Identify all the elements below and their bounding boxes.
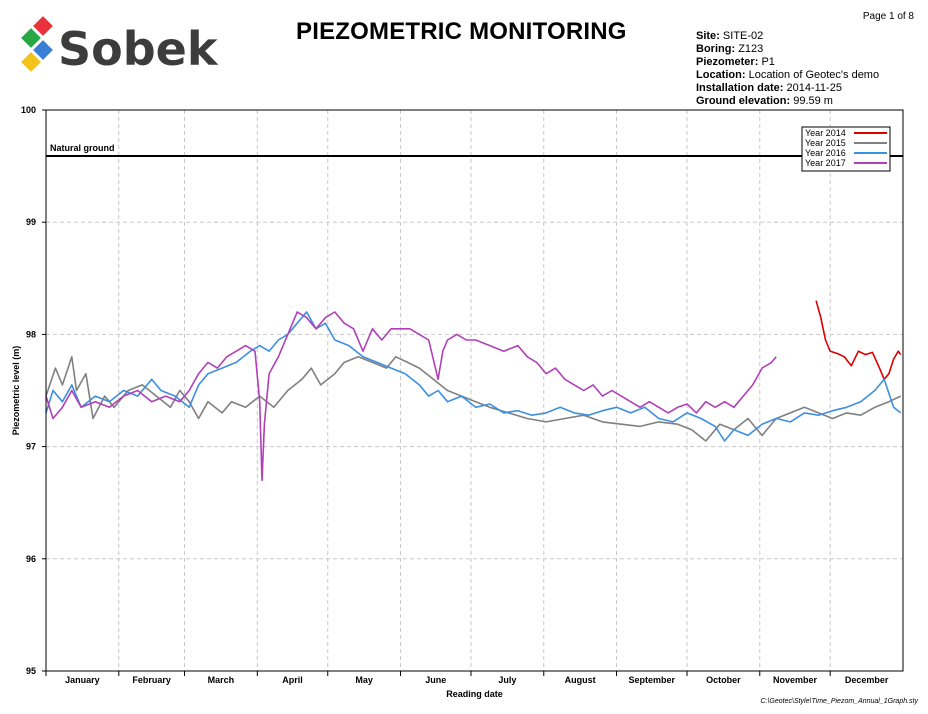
series-line-0 <box>815 300 902 381</box>
y-tick-label: 97 <box>26 442 36 452</box>
meta-row-installation-date: Installation date: 2014-11-25 <box>696 82 842 94</box>
page-number: Page 1 of 8 <box>862 11 914 22</box>
x-tick-label: June <box>425 675 446 685</box>
y-axis-title: Piezometric level (m) <box>11 346 21 436</box>
page-title: PIEZOMETRIC MONITORING <box>296 18 627 45</box>
meta-block: Site: SITE-02 Boring: Z123 Piezometer: P… <box>696 30 879 108</box>
x-tick-label: April <box>282 675 303 685</box>
x-tick-label: September <box>629 675 676 685</box>
legend-label: Year 2015 <box>805 138 846 148</box>
legend-label: Year 2017 <box>805 158 846 168</box>
x-tick-label: July <box>498 675 516 685</box>
y-tick-label: 95 <box>26 666 36 676</box>
style-file-path: C:\Geotec\Style\Time_Piezom_Annual_1Grap… <box>760 698 918 705</box>
x-tick-label: October <box>706 675 741 685</box>
meta-row-location: Location: Location of Geotec's demo <box>696 69 880 81</box>
logo-wordmark: Sobek <box>58 22 219 76</box>
natural-ground-label: Natural ground <box>50 143 115 153</box>
x-tick-label: August <box>565 675 596 685</box>
y-tick-label: 100 <box>21 105 36 115</box>
series-line-1 <box>45 355 902 442</box>
y-tick-label: 98 <box>26 329 36 339</box>
x-axis-title: Reading date <box>446 689 503 699</box>
y-tick-label: 99 <box>26 217 36 227</box>
x-tick-label: December <box>845 675 889 685</box>
meta-row-ground-elevation: Ground elevation: 99.59 m <box>696 95 833 107</box>
meta-row-piezometer: Piezometer: P1 <box>696 56 775 68</box>
y-tick-label: 96 <box>26 554 36 564</box>
legend-label: Year 2016 <box>805 148 846 158</box>
series-line-2 <box>45 311 902 442</box>
x-tick-label: March <box>208 675 235 685</box>
x-tick-label: February <box>132 675 171 685</box>
plot-frame <box>45 109 904 672</box>
series-line-3 <box>45 311 777 482</box>
grid <box>46 110 903 671</box>
sobek-logo: Sobek <box>21 16 219 76</box>
x-tick-label: May <box>355 675 373 685</box>
meta-row-boring: Boring: Z123 <box>696 43 764 55</box>
x-tick-label: January <box>65 675 100 685</box>
meta-row-site: Site: SITE-02 <box>696 30 764 42</box>
axes: 95 96 97 98 99 100 January February March April Ma… <box>11 105 904 699</box>
series-lines: Natural ground <box>45 143 903 482</box>
legend-label: Year 2014 <box>805 128 846 138</box>
x-tick-label: November <box>773 675 818 685</box>
